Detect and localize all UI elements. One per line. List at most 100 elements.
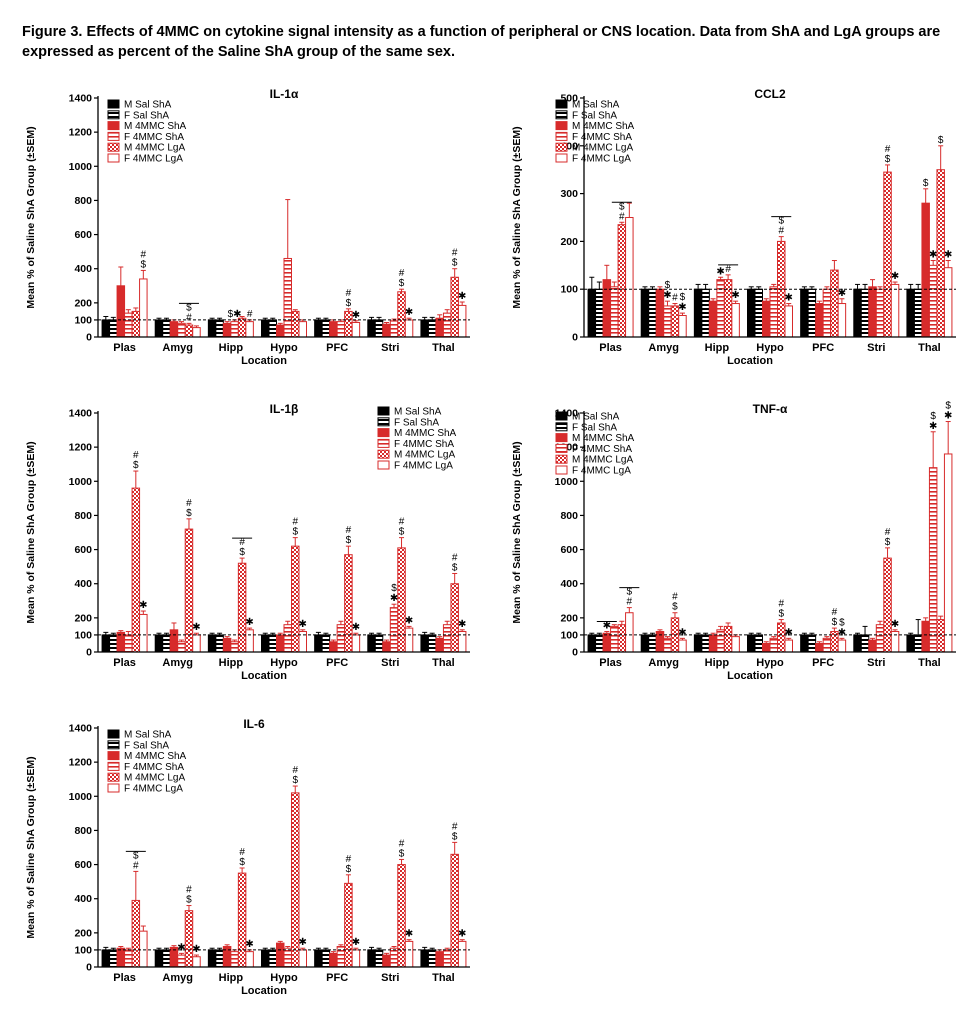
bar-stri-2	[382, 641, 391, 653]
bar-plas-0	[101, 634, 111, 653]
y-tick-label: 200	[74, 927, 92, 939]
significance-mark: ✱	[944, 411, 952, 422]
x-tick-label: Hipp	[219, 342, 244, 354]
significance-mark: $	[346, 864, 352, 875]
chart-title: CCL2	[754, 87, 786, 101]
x-tick-label: Plas	[599, 342, 622, 354]
bar-stri-3	[389, 320, 399, 338]
significance-mark: #	[672, 592, 678, 603]
x-tick-label: Amyg	[648, 657, 679, 669]
legend-label: F Sal ShA	[124, 740, 169, 751]
bar-amyg-4	[184, 910, 194, 968]
bar-pfc-2	[329, 952, 338, 968]
bar-plas-5	[139, 278, 148, 338]
y-tick-label: 0	[572, 647, 578, 659]
significance-mark: $	[292, 775, 298, 786]
significance-mark: ✱	[785, 627, 793, 638]
bar-hypo-2	[276, 324, 285, 338]
legend-label: M 4MMC ShA	[394, 428, 457, 439]
bar-plas-3	[610, 625, 619, 653]
significance-mark: ✱	[299, 937, 307, 948]
significance-mark: ✱	[458, 619, 466, 630]
y-tick-label: 1400	[69, 408, 93, 420]
significance-mark: #	[141, 249, 147, 260]
bar-amyg-2	[169, 321, 179, 338]
significance-mark: ✱	[891, 619, 899, 630]
significance-mark: #	[186, 885, 192, 896]
significance-mark: ✱	[458, 291, 466, 302]
bar-pfc-2	[815, 642, 824, 653]
significance-mark: $	[778, 216, 784, 227]
y-tick-label: 200	[74, 612, 92, 624]
bar-hipp-0	[693, 288, 703, 338]
legend-swatch	[107, 772, 120, 782]
chart-ccl2-svg: Mean % of Saline ShA Group (±SEM) CCL2 0 10…	[511, 87, 956, 367]
y-tick-label: 100	[560, 284, 578, 296]
bar-pfc-1	[321, 634, 331, 653]
x-tick-label: PFC	[812, 342, 834, 354]
x-tick-label: Plas	[113, 972, 136, 984]
bar-plas-2	[116, 285, 126, 338]
significance-mark: #	[832, 607, 838, 618]
legend-swatch	[107, 99, 120, 109]
y-tick-label: 200	[560, 612, 578, 624]
bar-stri-2	[868, 639, 877, 653]
x-tick-label: PFC	[326, 342, 348, 354]
y-axis-label: Mean % of Saline ShA Group (±SEM)	[25, 441, 37, 623]
significance-mark: ✱	[785, 293, 793, 304]
significance-mark: $	[923, 178, 929, 189]
y-tick-label: 100	[74, 314, 92, 326]
legend-swatch	[377, 406, 390, 416]
bar-thal-0	[420, 319, 429, 338]
legend-swatch	[555, 153, 568, 163]
bar-hipp-1	[215, 319, 224, 338]
bar-thal-4	[450, 276, 459, 338]
bar-stri-4	[883, 557, 892, 653]
significance-mark: $	[930, 411, 936, 422]
bar-pfc-1	[807, 634, 817, 653]
x-tick-label: Stri	[381, 342, 399, 354]
x-tick-label: Thal	[432, 342, 455, 354]
bar-plas-2	[116, 947, 126, 968]
bar-plas-3	[124, 312, 133, 338]
legend-label: F 4MMC ShA	[572, 444, 632, 455]
significance-mark: ✱	[716, 266, 724, 277]
significance-mark: ✱	[891, 271, 899, 282]
significance-mark: #	[672, 293, 678, 304]
bar-stri-5	[404, 627, 414, 653]
legend-label: M 4MMC ShA	[572, 433, 635, 444]
chart-ccl2: Mean % of Saline ShA Group (±SEM) CCL2 0 10…	[486, 80, 966, 390]
y-tick-label: 100	[74, 944, 92, 956]
significance-mark: #	[399, 838, 405, 849]
bar-thal-1	[427, 949, 437, 968]
significance-mark: $	[627, 587, 633, 598]
significance-mark: #	[292, 765, 298, 776]
legend-label: F 4MMC ShA	[124, 132, 184, 143]
bar-stri-0	[853, 634, 862, 653]
x-tick-label: Stri	[381, 657, 399, 669]
bar-hypo-3	[769, 637, 778, 653]
y-axis-label: Mean % of Saline ShA Group (±SEM)	[25, 126, 37, 308]
bar-amyg-4	[184, 528, 194, 653]
legend-swatch	[555, 454, 568, 464]
significance-mark: #	[399, 268, 405, 279]
bar-hypo-1	[268, 949, 277, 968]
bar-thal-3	[928, 264, 938, 338]
x-axis-label: Location	[241, 355, 287, 367]
bar-stri-1	[374, 634, 384, 653]
significance-mark: $	[391, 583, 397, 594]
bar-thal-1	[913, 288, 923, 338]
significance-mark: #	[399, 517, 405, 528]
bar-pfc-0	[314, 319, 323, 338]
bar-amyg-1	[162, 949, 171, 968]
significance-mark: ✱	[405, 929, 413, 940]
significance-mark: #	[452, 821, 458, 832]
chart-il1b: Mean % of Saline ShA Group (±SEM) IL-1β 0 1…	[0, 395, 480, 705]
bar-amyg-5	[192, 327, 201, 338]
chart-title: TNF-α	[753, 402, 788, 416]
significance-mark: ✱	[245, 939, 253, 950]
bar-stri-2	[382, 954, 391, 968]
bar-pfc-0	[314, 634, 323, 653]
bar-stri-2	[868, 286, 877, 338]
legend-swatch	[555, 142, 568, 152]
